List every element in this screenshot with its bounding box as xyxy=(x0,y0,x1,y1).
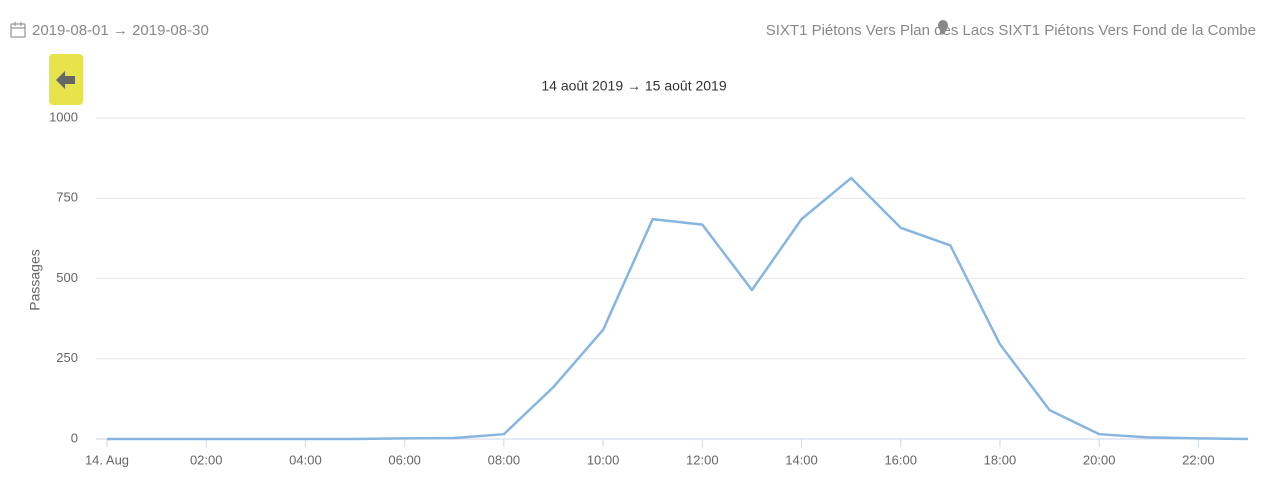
y-axis-label: Passages xyxy=(27,249,43,310)
back-button[interactable] xyxy=(49,54,83,105)
x-tick-label: 14. Aug xyxy=(85,452,129,467)
x-tick-label: 02:00 xyxy=(190,452,223,467)
y-tick-label: 1000 xyxy=(49,109,78,124)
y-tick-label: 0 xyxy=(71,430,78,445)
x-tick-label: 18:00 xyxy=(984,452,1017,467)
x-tick-label: 04:00 xyxy=(289,452,322,467)
x-tick-label: 20:00 xyxy=(1083,452,1116,467)
date-range: 2019-08-01 → 2019-08-30 xyxy=(32,22,209,39)
x-tick-label: 14:00 xyxy=(785,452,818,467)
x-tick-label: 08:00 xyxy=(488,452,521,467)
y-tick-label: 500 xyxy=(56,270,78,285)
line-series xyxy=(107,176,1249,441)
location-icon xyxy=(938,20,948,35)
x-tick-label: 06:00 xyxy=(388,452,421,467)
x-tick-label: 16:00 xyxy=(884,452,917,467)
x-tick-label: 10:00 xyxy=(587,452,620,467)
x-tick-label: 12:00 xyxy=(686,452,719,467)
chart-title: 14 août 2019 → 15 août 2019 xyxy=(541,78,726,94)
calendar-icon xyxy=(10,22,26,38)
y-tick-label: 750 xyxy=(56,190,78,205)
location: SIXT1 Piétons Vers Plan des Lacs SIXT1 P… xyxy=(766,22,1256,39)
x-tick-label: 22:00 xyxy=(1182,452,1215,467)
y-tick-label: 250 xyxy=(56,350,78,365)
